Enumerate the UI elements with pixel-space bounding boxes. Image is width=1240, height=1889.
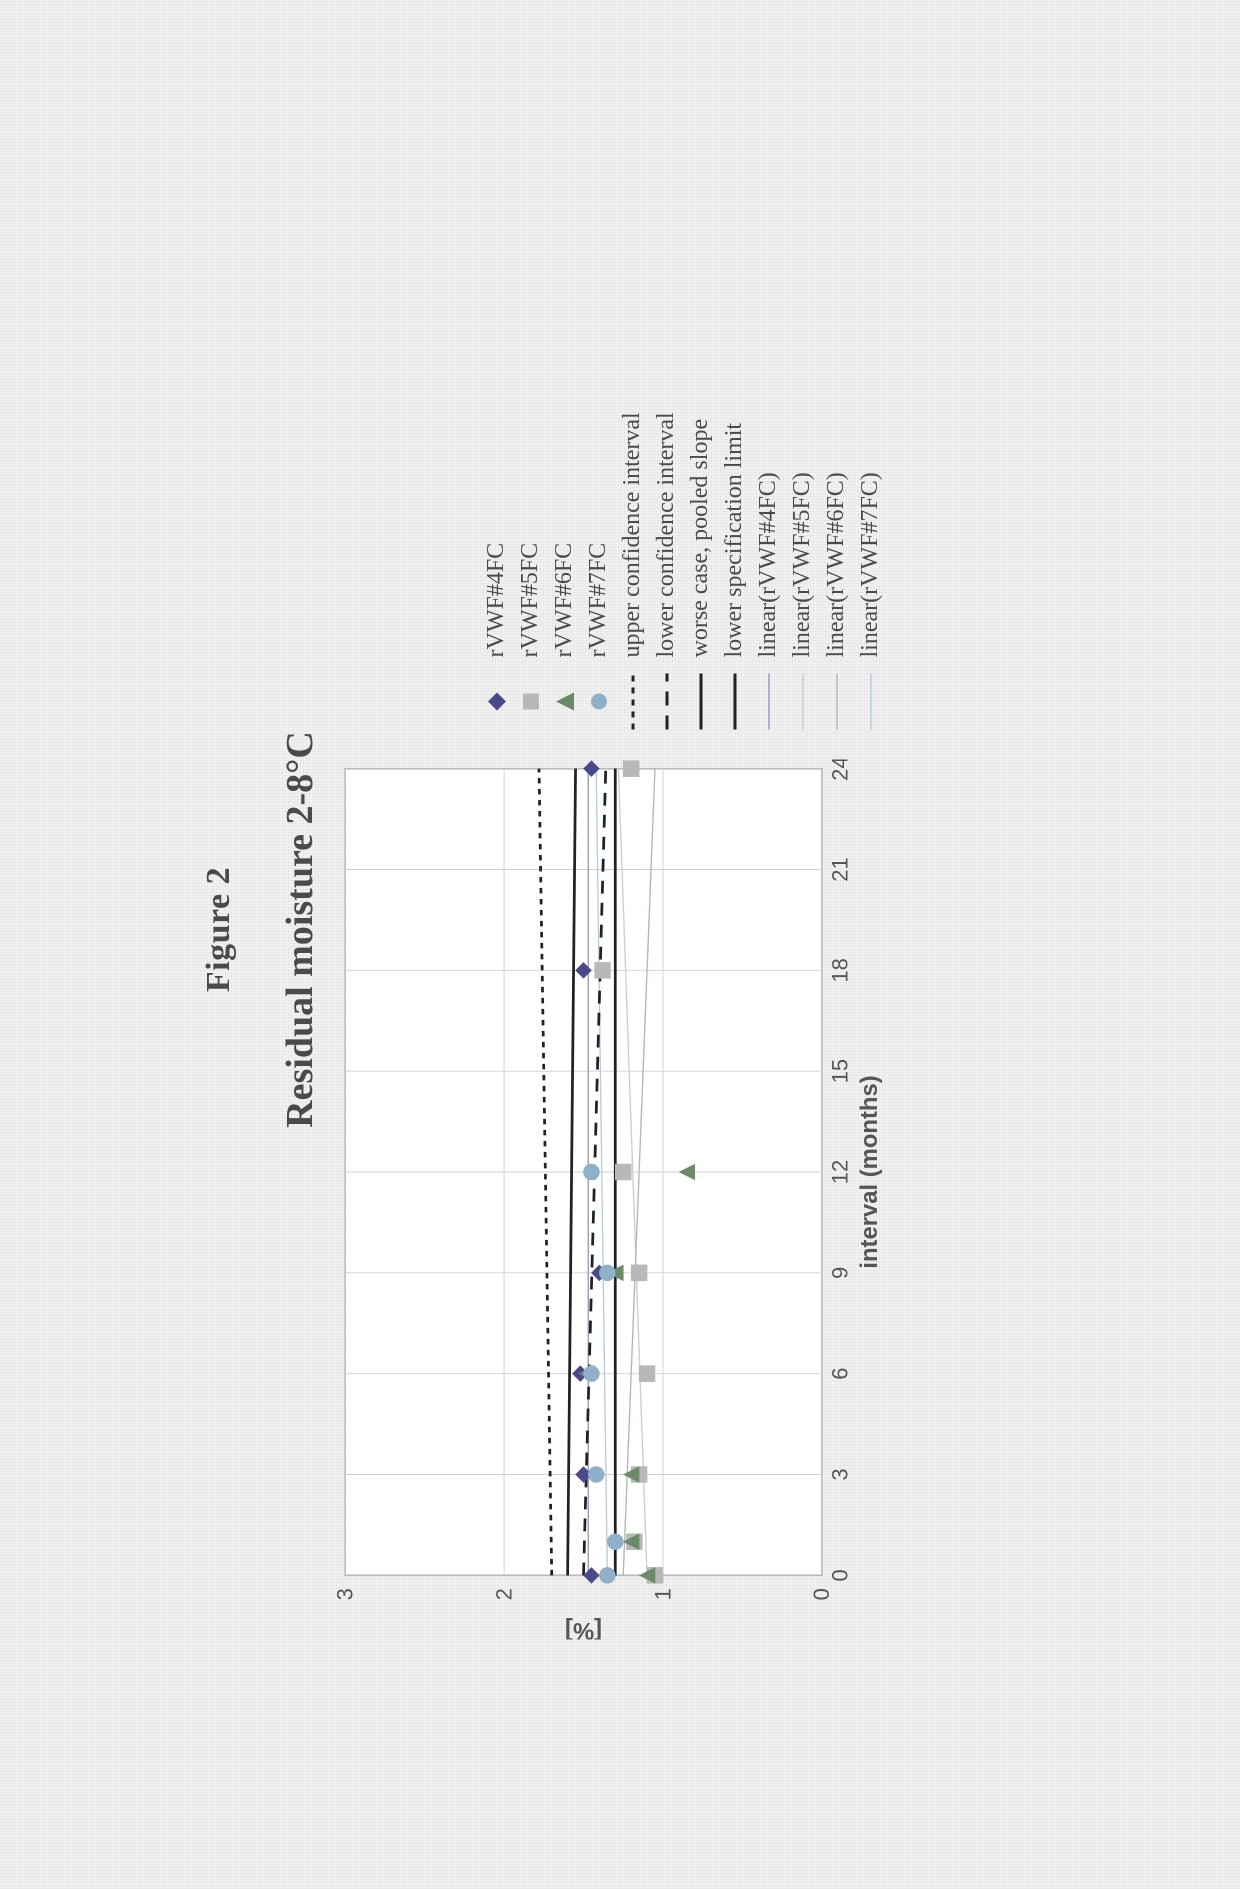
svg-text:6: 6 [828,1367,853,1379]
legend-item: linear(rVWF#6FC) [823,301,850,731]
legend-swatch [553,671,577,731]
plot-column: 036912151821240123[%]interval (months) [336,759,856,1679]
legend-item: linear(rVWF#5FC) [789,301,816,731]
legend-item: rVWF#5FC [517,301,544,731]
legend-swatch [859,671,883,731]
legend-item: linear(rVWF#7FC) [857,301,884,731]
svg-text:interval (months): interval (months) [856,1075,883,1268]
legend-item: rVWF#7FC [585,301,612,731]
svg-text:1: 1 [650,1588,675,1600]
legend-swatch [621,671,645,731]
svg-text:0: 0 [828,1569,853,1581]
legend-label: linear(rVWF#6FC) [823,472,850,657]
legend-label: rVWF#7FC [585,542,612,657]
legend-item: rVWF#4FC [483,301,510,731]
page: Figure 2 Residual moisture 2-8°C 0369121… [0,0,1240,1889]
legend-label: lower specification limit [721,422,748,657]
legend-swatch [655,671,679,731]
legend-swatch [689,671,713,731]
legend-label: linear(rVWF#5FC) [789,472,816,657]
legend-item: upper confidence interval [619,301,646,731]
svg-text:24: 24 [828,759,853,780]
legend-swatch [757,671,781,731]
legend: rVWF#4FC rVWF#5FC rVWF#6FC rVWF#7FC upper co… [336,301,891,759]
plot-svg: 036912151821240123[%]interval (months) [336,759,886,1639]
svg-text:9: 9 [828,1266,853,1278]
legend-swatch [485,671,509,731]
chart-row: 036912151821240123[%]interval (months) r… [336,179,891,1679]
svg-text:2: 2 [491,1588,516,1600]
legend-item: worse case, pooled slope [687,301,714,731]
legend-item: lower confidence interval [653,301,680,731]
legend-swatch [723,671,747,731]
svg-text:[%]: [%] [565,1617,602,1640]
rotated-canvas: Figure 2 Residual moisture 2-8°C 0369121… [0,0,1240,1889]
legend-swatch [519,671,543,731]
legend-label: rVWF#6FC [551,542,578,657]
legend-label: rVWF#4FC [483,542,510,657]
legend-swatch [825,671,849,731]
legend-swatch [791,671,815,731]
legend-swatch [587,671,611,731]
legend-item: lower specification limit [721,301,748,731]
legend-label: rVWF#5FC [517,542,544,657]
svg-text:21: 21 [828,857,853,881]
legend-item: linear(rVWF#4FC) [755,301,782,731]
svg-text:12: 12 [828,1159,853,1183]
svg-text:15: 15 [828,1058,853,1082]
legend-label: upper confidence interval [619,412,646,657]
svg-text:3: 3 [336,1588,358,1600]
svg-text:3: 3 [828,1468,853,1480]
svg-text:0: 0 [809,1588,834,1600]
svg-text:18: 18 [828,958,853,982]
legend-label: lower confidence interval [653,412,680,657]
legend-label: linear(rVWF#7FC) [857,472,884,657]
legend-label: linear(rVWF#4FC) [755,472,782,657]
legend-label: worse case, pooled slope [687,418,714,657]
chart-title: Residual moisture 2-8°C [278,179,322,1679]
legend-item: rVWF#6FC [551,301,578,731]
figure-label: Figure 2 [200,179,238,1679]
plot-area: 036912151821240123[%]interval (months) [336,759,856,1639]
figure-block: Figure 2 Residual moisture 2-8°C 0369121… [200,179,891,1679]
